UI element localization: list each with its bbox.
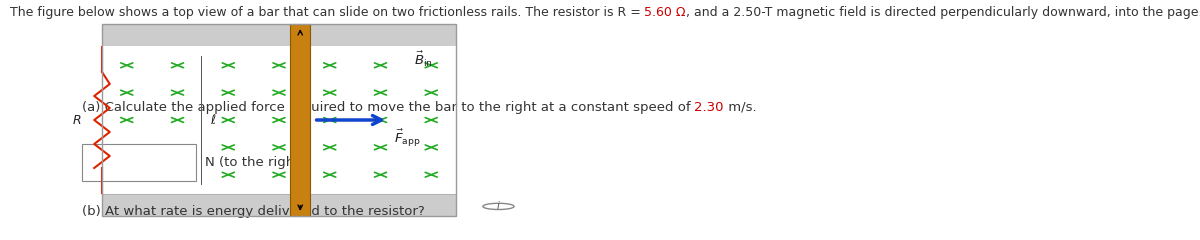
- Bar: [102, 46, 456, 194]
- Text: m/s.: m/s.: [724, 101, 757, 114]
- Bar: [82, 144, 196, 181]
- Text: $R$: $R$: [72, 114, 82, 126]
- Text: i: i: [497, 201, 500, 211]
- Bar: [102, 194, 456, 216]
- Bar: [290, 24, 310, 216]
- Text: , and a 2.50-T magnetic field is directed perpendicularly downward, into the pag: , and a 2.50-T magnetic field is directe…: [686, 6, 1200, 19]
- Text: N (to the right): N (to the right): [205, 156, 305, 169]
- Bar: [102, 24, 456, 46]
- Text: The figure below shows a top view of a bar that can slide on two frictionless ra: The figure below shows a top view of a b…: [10, 6, 644, 19]
- Text: (a) Calculate the applied force required to move the bar to the right at a const: (a) Calculate the applied force required…: [82, 101, 695, 114]
- Text: $\vec{B}_{\rm in}$: $\vec{B}_{\rm in}$: [414, 50, 432, 69]
- Text: 2.30: 2.30: [695, 101, 724, 114]
- Text: 5.60 Ω: 5.60 Ω: [644, 6, 686, 19]
- Text: $\ell$: $\ell$: [210, 113, 216, 127]
- Text: (b) At what rate is energy delivered to the resistor?: (b) At what rate is energy delivered to …: [82, 205, 425, 218]
- Bar: [102, 24, 456, 216]
- Text: $\vec{F}_{\rm app}$: $\vec{F}_{\rm app}$: [394, 128, 421, 149]
